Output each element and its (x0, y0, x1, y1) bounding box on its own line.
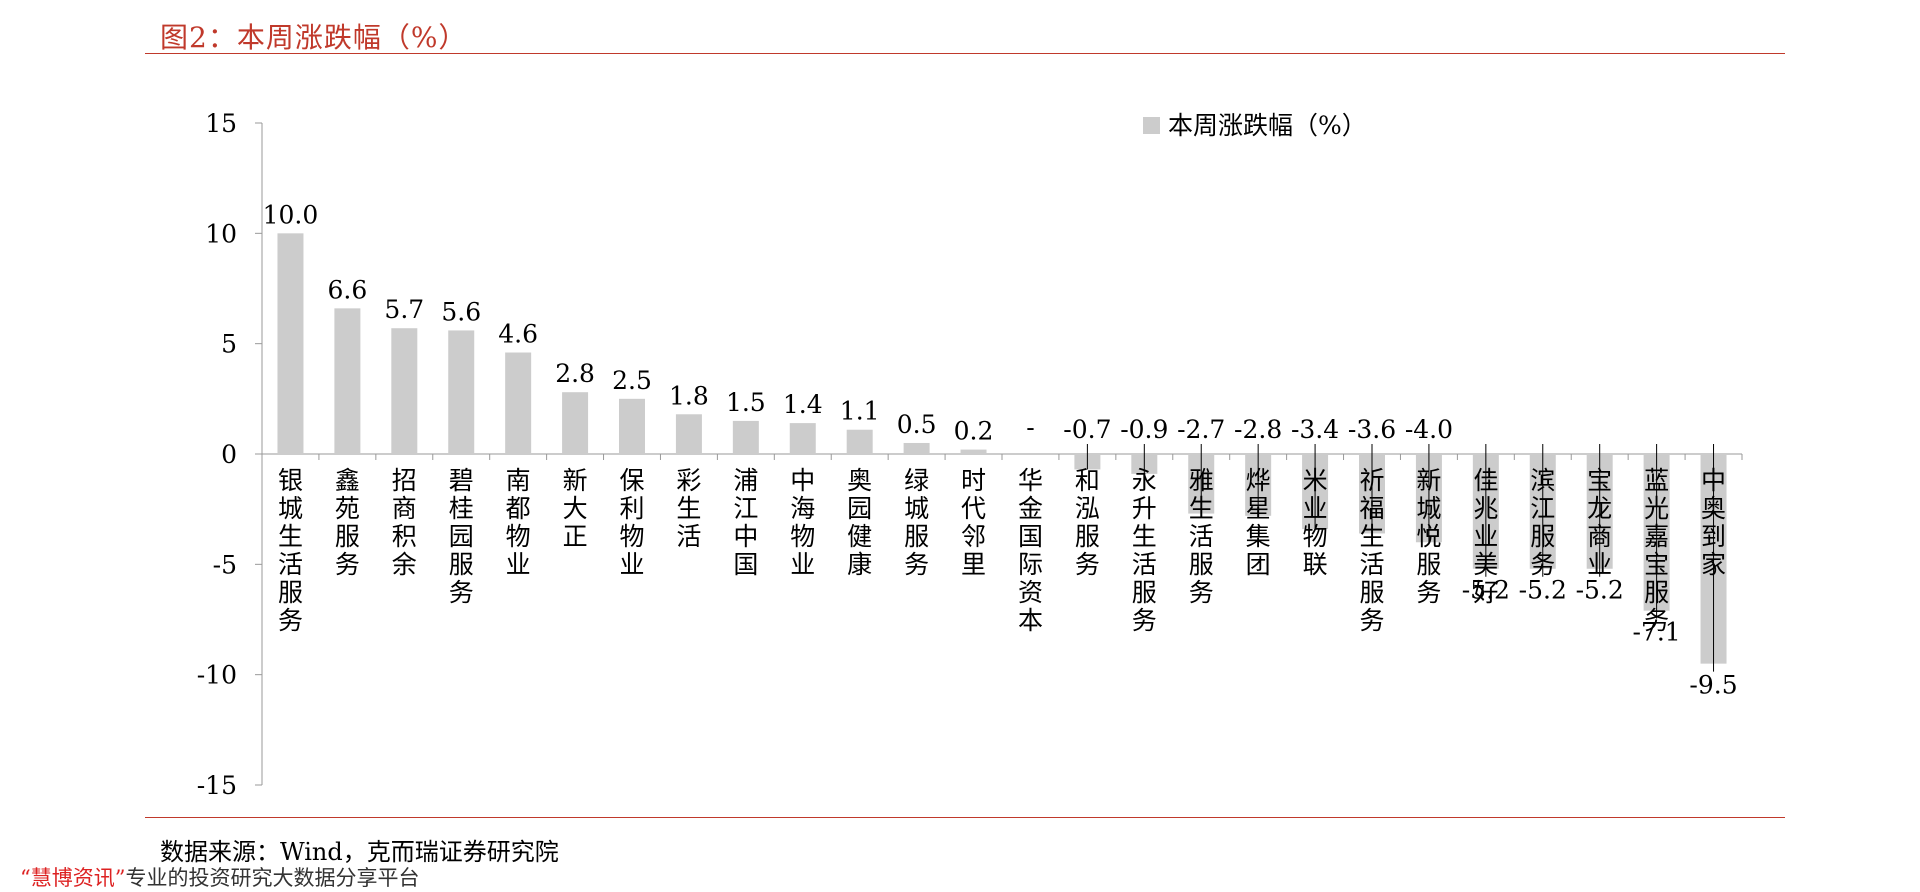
category-label: 碧桂园服务 (449, 466, 474, 607)
data-label: -2.8 (1234, 415, 1282, 444)
category-label: 招商积余 (392, 466, 417, 579)
data-label: -4.0 (1405, 415, 1453, 444)
y-tick-label: 15 (205, 109, 237, 138)
chart-legend: 本周涨跌幅（%） (1143, 111, 1367, 140)
bar (846, 429, 873, 454)
category-label: 绿城服务 (904, 466, 929, 579)
bar (903, 442, 930, 454)
bar (960, 449, 987, 454)
title-divider (145, 53, 1785, 54)
category-label: 彩生活 (676, 466, 701, 551)
legend-label: 本周涨跌幅（%） (1168, 111, 1367, 140)
category-label: 奥园健康 (847, 466, 872, 579)
category-label: 中奥到家 (1701, 466, 1726, 579)
category-label: 雅生活服务 (1189, 466, 1214, 607)
category-label: 祈福生活服务 (1359, 466, 1384, 635)
category-label: 宝龙商业 (1587, 466, 1612, 579)
bar (277, 233, 304, 454)
y-tick-label: 0 (221, 440, 237, 469)
bar (675, 414, 702, 454)
data-label: 1.8 (669, 381, 709, 410)
category-label: 南都物业 (506, 466, 531, 579)
bar (562, 392, 589, 454)
chart-category-labels: 银城生活服务 鑫苑服务 招商积余 碧桂园服务 南都物业 新大正 保利物业 彩生活 浦江中国 中海物… (278, 466, 1726, 635)
bar (505, 352, 532, 454)
data-label: 5.6 (441, 297, 481, 326)
data-label: - (1026, 413, 1034, 442)
watermark-brand: “慧博资讯” (20, 866, 126, 890)
data-label: -9.5 (1689, 671, 1737, 700)
data-label: 10.0 (263, 200, 319, 229)
category-label: 银城生活服务 (278, 466, 303, 635)
data-label: -5.2 (1462, 576, 1510, 605)
chart-data-labels: 10.0 6.6 5.7 5.6 4.6 2.8 2.5 1.8 1.5 1.4 1.1 0.5 0.2… (263, 200, 1738, 699)
category-label: 新大正 (563, 466, 588, 551)
category-label: 时代邻里 (961, 466, 986, 579)
y-tick-label: -10 (197, 661, 237, 690)
data-label: 5.7 (384, 295, 424, 324)
data-label: -0.7 (1063, 415, 1111, 444)
legend-swatch (1143, 117, 1160, 134)
category-label: 中海物业 (790, 466, 815, 579)
category-label: 和泓服务 (1075, 466, 1100, 579)
bar (789, 423, 816, 454)
data-label: 2.8 (555, 359, 595, 388)
category-label: 蓝光嘉宝服务 (1644, 466, 1669, 635)
figure-title: 图2：本周涨跌幅（%） (160, 21, 468, 54)
data-label: 6.6 (328, 275, 368, 304)
data-label: -2.7 (1177, 415, 1225, 444)
category-label: 滨江服务 (1530, 466, 1555, 579)
y-tick-label: -15 (197, 771, 237, 800)
data-label: 1.1 (840, 397, 880, 426)
data-label: 1.4 (783, 390, 823, 419)
source-divider (145, 817, 1785, 818)
category-label: 保利物业 (619, 466, 644, 579)
category-label: 烨星集团 (1246, 466, 1271, 579)
bar (448, 330, 475, 454)
bar (391, 328, 418, 454)
watermark-tagline: 专业的投资研究大数据分享平台 (125, 866, 420, 890)
bar (619, 398, 645, 454)
chart-axes: 15 10 5 0 -5 -10 -15 (197, 109, 1743, 800)
data-label: 2.5 (612, 366, 652, 395)
bar (732, 420, 759, 454)
source-note: 数据来源：Wind，克而瑞证券研究院 (160, 838, 559, 866)
y-tick-label: -5 (213, 550, 237, 579)
category-label: 浦江中国 (733, 466, 758, 579)
data-label: -3.4 (1291, 415, 1339, 444)
category-label: 鑫苑服务 (335, 466, 360, 579)
data-label: -0.9 (1120, 415, 1168, 444)
data-label: 0.2 (954, 417, 994, 446)
data-label: 0.5 (897, 410, 937, 439)
bar (334, 308, 361, 454)
data-label: 4.6 (498, 319, 538, 348)
category-label: 米业物联 (1303, 466, 1328, 579)
y-tick-label: 10 (205, 219, 237, 248)
data-label: -7.1 (1633, 618, 1681, 647)
category-label: 新城悦服务 (1416, 466, 1441, 607)
data-label: -3.6 (1348, 415, 1396, 444)
data-label: 1.5 (726, 388, 766, 417)
data-label: -5.2 (1519, 576, 1567, 605)
category-label: 华金国际资本 (1018, 466, 1043, 635)
y-tick-label: 5 (221, 330, 237, 359)
category-label: 佳兆业美好 (1473, 466, 1498, 607)
category-label: 永升生活服务 (1132, 466, 1157, 635)
data-label: -5.2 (1576, 576, 1624, 605)
watermark: “慧博资讯”专业的投资研究大数据分享平台 (20, 862, 419, 892)
